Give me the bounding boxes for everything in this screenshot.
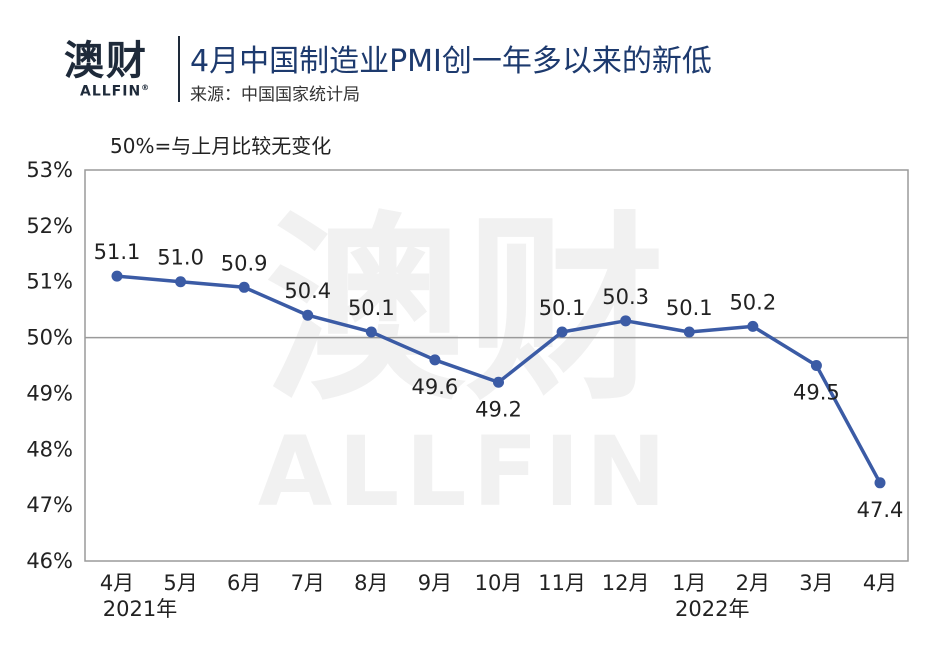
data-point: [493, 376, 504, 388]
x-tick-label: 8月: [354, 571, 388, 595]
plot-frame: [84, 169, 909, 562]
x-tick-label: 4月: [863, 571, 897, 595]
data-labels: 51.1 51.0 50.9 50.4 50.1 49.6 49.2 50.1 50.3 50.1…: [94, 240, 904, 522]
data-point: [365, 326, 377, 338]
y-tick-label: 51%: [26, 270, 73, 294]
header-divider: [178, 36, 180, 102]
x-year-label: 2021年: [103, 597, 177, 621]
data-label: 50.4: [284, 279, 331, 303]
data-label: 50.1: [666, 296, 713, 320]
x-tick-label: 4月: [100, 571, 134, 595]
y-tick-label: 47%: [26, 493, 73, 517]
data-point: [683, 326, 695, 338]
watermark-en: ALLFIN: [258, 416, 672, 528]
x-tick-label: 2月: [736, 571, 770, 595]
logo-text: 澳财: [64, 38, 148, 84]
data-label: 50.1: [539, 296, 586, 320]
y-tick-label: 52%: [26, 214, 73, 238]
x-tick-label: 7月: [291, 571, 325, 595]
chart-title: 4月中国制造业PMI创一年多以来的新低: [190, 44, 712, 79]
x-tick-label: 5月: [163, 571, 197, 595]
watermark: 澳财 ALLFIN: [258, 195, 672, 528]
data-point: [620, 315, 632, 327]
data-point: [111, 270, 123, 282]
x-tick-label: 11月: [538, 571, 586, 595]
data-label: 51.0: [157, 246, 204, 270]
data-label: 50.1: [348, 296, 395, 320]
y-tick-label: 50%: [26, 326, 73, 350]
y-axis-ticks: 46% 47% 48% 49% 50% 51% 52% 53%: [26, 158, 73, 573]
y-tick-label: 46%: [26, 549, 73, 573]
y-tick-label: 49%: [26, 381, 73, 405]
data-label: 51.1: [94, 240, 141, 264]
data-point: [429, 354, 441, 366]
x-year-label: 2022年: [675, 597, 749, 621]
chart-note: 50%=与上月比较无变化: [110, 134, 332, 158]
logo-en-text: ALLFIN: [80, 83, 142, 100]
y-tick-label: 53%: [26, 158, 73, 182]
data-label: 50.3: [602, 285, 649, 309]
x-tick-label: 6月: [227, 571, 261, 595]
watermark-cn: 澳财: [265, 195, 665, 428]
data-point: [874, 477, 886, 489]
logo-subtext: ALLFIN®: [80, 83, 150, 100]
chart-source: 来源：中国国家统计局: [190, 85, 360, 105]
data-label: 47.4: [857, 498, 904, 522]
data-point: [747, 320, 759, 332]
data-points: [111, 270, 886, 489]
data-label: 49.2: [475, 397, 522, 421]
data-point: [302, 309, 314, 321]
x-tick-label: 3月: [799, 571, 833, 595]
data-point: [175, 276, 187, 288]
x-tick-label: 9月: [418, 571, 452, 595]
y-tick-label: 48%: [26, 437, 73, 461]
x-tick-label: 1月: [672, 571, 706, 595]
data-point: [556, 326, 568, 338]
data-point: [238, 281, 250, 293]
chart-header: 澳财 ALLFIN® 4月中国制造业PMI创一年多以来的新低 来源：中国国家统计…: [0, 0, 928, 110]
data-label: 50.2: [729, 290, 776, 314]
data-label: 49.6: [412, 375, 459, 399]
data-label: 50.9: [221, 251, 268, 275]
data-label: 49.5: [793, 381, 840, 405]
x-tick-label: 12月: [602, 571, 650, 595]
data-point: [810, 360, 822, 371]
registered-mark: ®: [141, 83, 151, 92]
x-tick-label: 10月: [475, 571, 523, 595]
